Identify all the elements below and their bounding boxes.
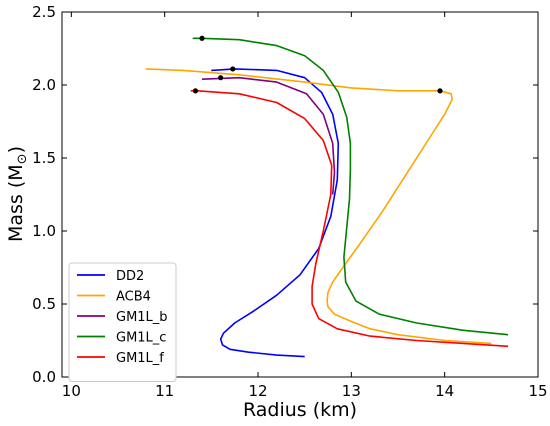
x-tick-label: 15	[528, 382, 547, 400]
y-tick-label: 2.5	[32, 3, 56, 21]
series-line-acb4	[145, 68, 492, 345]
legend-label: DD2	[116, 269, 144, 284]
plot-frame	[61, 11, 539, 378]
y-tick-label: 1.5	[32, 149, 56, 167]
legend-label: ACB4	[116, 290, 151, 305]
max-mass-point-gm1l-b	[218, 75, 224, 81]
max-mass-point-gm1l-f	[192, 88, 199, 94]
x-tick-label: 10	[62, 382, 81, 400]
legend-label: GM1L_f	[116, 351, 164, 366]
max-mass-point-dd2	[230, 66, 236, 72]
y-axis-label-main: Mass (M	[5, 164, 27, 242]
x-tick-label: 14	[435, 382, 454, 400]
series-layer	[145, 35, 509, 358]
y-axis-label-end: )	[5, 146, 27, 153]
y-axis-label: Mass (M⊙)	[5, 146, 30, 242]
y-tick-label: 0.0	[32, 368, 56, 386]
series-line-dd2	[211, 68, 340, 358]
series-line-gm1l-f	[190, 90, 509, 348]
series-line-gm1l-c	[192, 37, 509, 336]
legend-label: GM1L_b	[116, 310, 168, 325]
legend: DD2 ACB4 GM1L_b GM1L_c GM1L_f	[68, 262, 177, 382]
series-line-gm1l-b	[201, 76, 336, 195]
y-axis-label-sub: ⊙	[15, 153, 30, 164]
max-mass-point-acb4	[437, 88, 443, 94]
y-tick-label: 0.5	[32, 295, 56, 313]
x-tick-label: 13	[342, 382, 361, 400]
ticks: 10 11 12 13 14 15 0.0 0.5 1.0 1.5 2.0 2.5	[32, 3, 547, 400]
x-tick-label: 11	[155, 382, 174, 400]
legend-box	[68, 262, 177, 382]
y-tick-label: 1.0	[32, 222, 56, 240]
x-tick-label: 12	[248, 382, 267, 400]
x-axis-label: Radius (km)	[243, 399, 357, 421]
max-mass-point-gm1l-c	[199, 35, 205, 41]
legend-label: GM1L_c	[116, 331, 166, 346]
y-tick-label: 2.0	[32, 76, 56, 94]
